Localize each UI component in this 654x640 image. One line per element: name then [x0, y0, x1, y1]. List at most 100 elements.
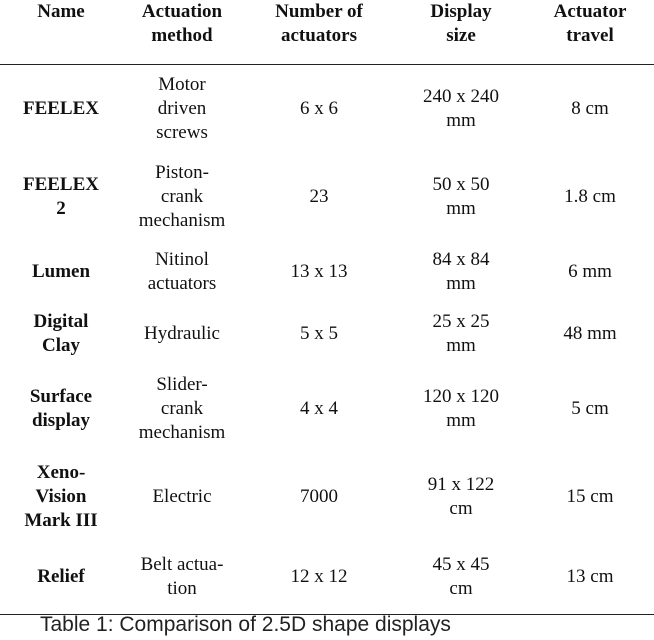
cell-number-of-actuators: 6 x 6	[242, 65, 396, 153]
cell-line: crank	[160, 397, 204, 419]
cell-line: 4 x 4	[300, 397, 338, 419]
cell-line: 2	[56, 197, 66, 219]
cell-line: Piston-	[155, 161, 209, 183]
cell-line: Relief	[37, 566, 85, 588]
cell-line: 91 x 122	[427, 473, 495, 495]
cell-line: Electric	[152, 485, 212, 507]
cell-line: 50 x 50	[432, 173, 490, 195]
comparison-table-container: Name Actuation method Number of actuators Dis…	[0, 0, 654, 615]
cell-line: Surface	[29, 385, 93, 407]
cell-line: 7000	[300, 485, 338, 507]
header-actuator-travel: Actuator travel	[526, 0, 654, 65]
cell-line: 6 mm	[568, 260, 612, 282]
cell-name: Xeno- Vision Mark III	[0, 453, 122, 541]
cell-line: Vision	[35, 485, 87, 507]
cell-line: 5 cm	[571, 397, 609, 419]
cell-actuator-travel: 48 mm	[526, 303, 654, 365]
cell-display-size: 240 x 240 mm	[396, 65, 526, 153]
cell-actuator-travel: 6 mm	[526, 241, 654, 303]
header-actuation-method: Actuation method	[122, 0, 242, 65]
cell-number-of-actuators: 13 x 13	[242, 241, 396, 303]
header-row: Name Actuation method Number of actuators Dis…	[0, 0, 654, 65]
header-number-of-actuators: Number of actuators	[242, 0, 396, 65]
cell-line: Belt actua-	[140, 554, 224, 576]
cell-line: 13 cm	[566, 566, 614, 588]
cell-line: Slider-	[156, 373, 208, 395]
header-line: Actuation	[141, 1, 223, 22]
cell-line: actuators	[147, 272, 217, 294]
header-display-size: Display size	[396, 0, 526, 65]
cell-number-of-actuators: 7000	[242, 453, 396, 541]
cell-line: Mark III	[24, 509, 98, 531]
cell-name: Lumen	[0, 241, 122, 303]
cell-line: crank	[160, 185, 204, 207]
header-line: Actuator	[553, 1, 627, 22]
header-line: Name	[37, 1, 85, 22]
header-line: method	[151, 25, 213, 46]
cell-number-of-actuators: 23	[242, 153, 396, 241]
cell-line: 84 x 84	[432, 248, 490, 270]
header-line: Number of	[275, 1, 363, 22]
table-caption: Table 1: Comparison of 2.5D shape displa…	[40, 613, 451, 636]
cell-line: 48 mm	[563, 322, 617, 344]
cell-line: 23	[309, 185, 329, 207]
cell-line: mm	[446, 334, 476, 356]
cell-line: 15 cm	[566, 485, 614, 507]
cell-line: mm	[446, 109, 476, 131]
cell-line: Hydraulic	[144, 322, 220, 344]
cell-name: FEELEX	[0, 65, 122, 153]
cell-actuation-method: Hydraulic	[122, 303, 242, 365]
cell-line: 25 x 25	[432, 310, 490, 332]
cell-number-of-actuators: 4 x 4	[242, 365, 396, 453]
cell-line: mechanism	[138, 421, 226, 443]
cell-line: driven	[157, 97, 207, 119]
cell-line: Clay	[42, 334, 80, 356]
cell-line: screws	[156, 121, 208, 143]
cell-line: FEELEX	[22, 97, 100, 119]
table-row: Lumen Nitinol actuators 13 x 13 84 x 84 mm 6 m…	[0, 241, 654, 303]
cell-line: mm	[446, 409, 476, 431]
cell-line: 8 cm	[571, 97, 609, 119]
cell-number-of-actuators: 12 x 12	[242, 540, 396, 615]
cell-line: Nitinol	[155, 248, 209, 270]
cell-actuation-method: Piston-crank mechanism	[122, 153, 242, 241]
comparison-table: Name Actuation method Number of actuators Dis…	[0, 0, 654, 615]
table-row: Digital Clay Hydraulic 5 x 5 25 x 25 mm 48 mm	[0, 303, 654, 365]
cell-line: Lumen	[31, 260, 91, 282]
table-row: Xeno- Vision Mark III Electric 7000 91 x 122 c…	[0, 453, 654, 541]
cell-actuation-method: Belt actua-tion	[122, 540, 242, 615]
cell-line: display	[31, 409, 91, 431]
table-row: Relief Belt actua-tion 12 x 12 45 x 45 cm 13 …	[0, 540, 654, 615]
table-row: Surface display Slider-crank mechanism 4 x 4…	[0, 365, 654, 453]
cell-line: cm	[449, 578, 473, 600]
cell-display-size: 50 x 50 mm	[396, 153, 526, 241]
cell-line: FEELEX	[22, 173, 100, 195]
cell-line: Digital	[33, 310, 89, 332]
cell-name: Relief	[0, 540, 122, 615]
cell-name: Digital Clay	[0, 303, 122, 365]
cell-line: cm	[449, 497, 473, 519]
header-line: actuators	[281, 25, 357, 46]
header-name: Name	[0, 0, 122, 65]
cell-actuator-travel: 8 cm	[526, 65, 654, 153]
cell-actuation-method: Electric	[122, 453, 242, 541]
table-body: FEELEX Motor driven screws 6 x 6 240 x 240 mm 8…	[0, 65, 654, 615]
table-header: Name Actuation method Number of actuators Dis…	[0, 0, 654, 65]
cell-name: Surface display	[0, 365, 122, 453]
cell-actuator-travel: 5 cm	[526, 365, 654, 453]
cell-line: 5 x 5	[300, 322, 338, 344]
cell-line: 13 x 13	[290, 260, 348, 282]
cell-line: mm	[446, 197, 476, 219]
cell-line: 6 x 6	[300, 97, 338, 119]
header-line: travel	[566, 25, 614, 46]
cell-line: 45 x 45	[432, 554, 490, 576]
cell-line: Motor	[158, 73, 206, 95]
cell-display-size: 84 x 84 mm	[396, 241, 526, 303]
cell-actuation-method: Slider-crank mechanism	[122, 365, 242, 453]
cell-actuator-travel: 13 cm	[526, 540, 654, 615]
cell-line: mm	[446, 272, 476, 294]
cell-display-size: 91 x 122 cm	[396, 453, 526, 541]
cell-line: 12 x 12	[290, 566, 348, 588]
cell-line: Xeno-	[36, 461, 86, 483]
cell-display-size: 120 x 120 mm	[396, 365, 526, 453]
